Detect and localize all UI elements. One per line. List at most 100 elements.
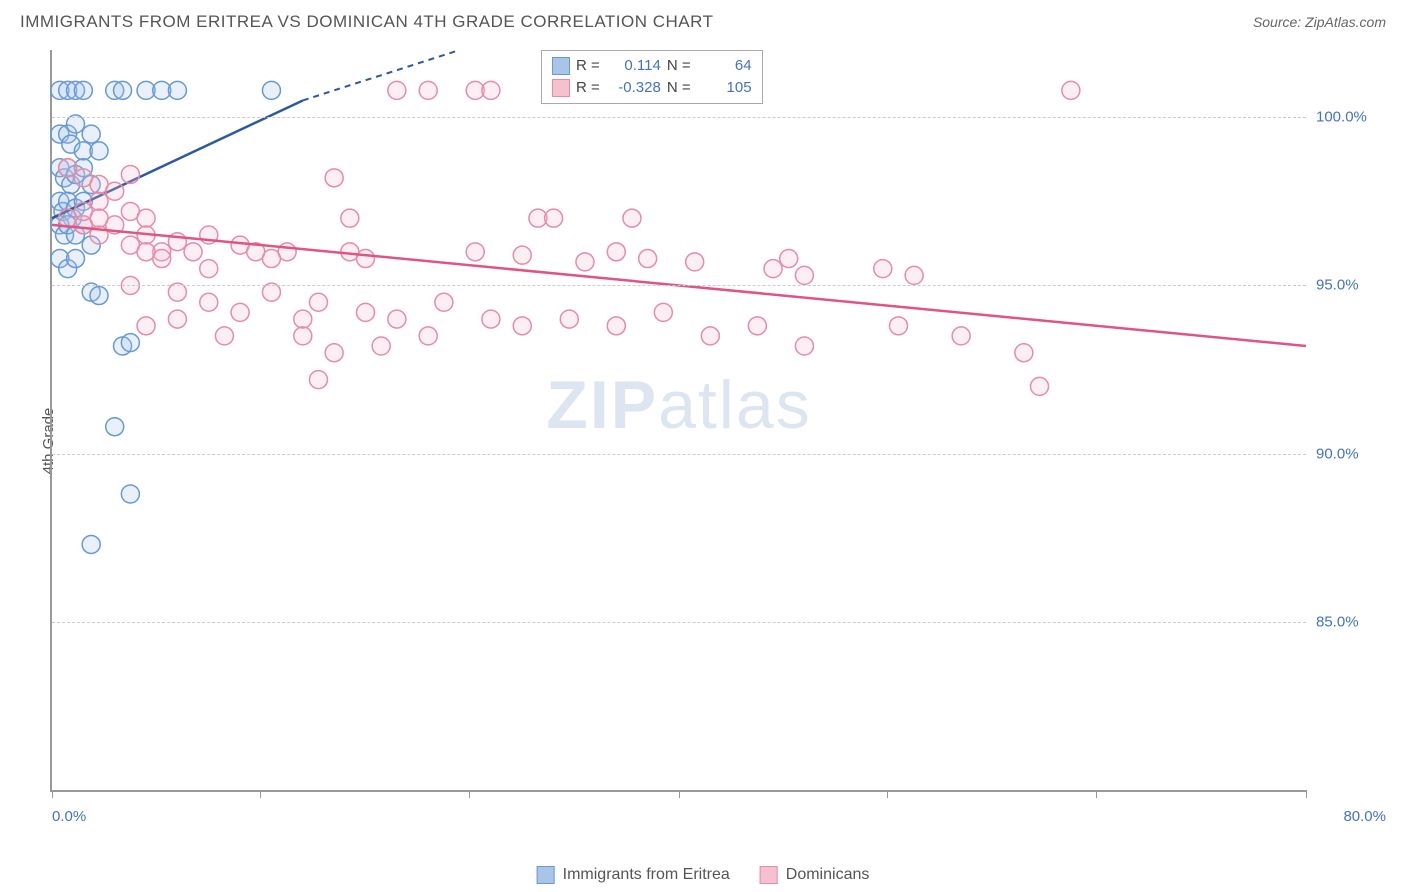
scatter-point <box>701 327 719 345</box>
scatter-point <box>576 253 594 271</box>
scatter-point <box>889 317 907 335</box>
scatter-point <box>388 310 406 328</box>
chart-container: 4th Grade ZIPatlas R = 0.114 N = 64 R = … <box>50 50 1386 832</box>
legend-item-1: Dominicans <box>760 866 870 884</box>
legend-n-label-1: N = <box>667 77 691 99</box>
scatter-point <box>74 81 92 99</box>
legend-n-label-0: N = <box>667 55 691 77</box>
gridline-h <box>52 117 1306 118</box>
x-axis-labels: 0.0% 80.0% <box>52 808 1306 828</box>
scatter-point <box>435 293 453 311</box>
scatter-point <box>121 485 139 503</box>
x-tick <box>887 790 888 798</box>
source-label: Source: <box>1253 14 1301 30</box>
scatter-point <box>294 327 312 345</box>
scatter-point <box>419 327 437 345</box>
scatter-point <box>90 287 108 305</box>
scatter-point <box>121 165 139 183</box>
legend-bottom-swatch-0 <box>537 866 555 884</box>
x-tick <box>52 790 53 798</box>
y-tick-label: 85.0% <box>1316 613 1381 630</box>
scatter-point <box>309 371 327 389</box>
scatter-point <box>795 337 813 355</box>
scatter-point <box>114 81 132 99</box>
scatter-point <box>874 260 892 278</box>
scatter-point <box>513 317 531 335</box>
legend-r-val-1: -0.328 <box>606 77 661 99</box>
scatter-point <box>262 81 280 99</box>
x-tick <box>1096 790 1097 798</box>
scatter-point <box>686 253 704 271</box>
scatter-point <box>905 266 923 284</box>
scatter-point <box>82 125 100 143</box>
scatter-point <box>59 159 77 177</box>
scatter-point <box>1062 81 1080 99</box>
x-tick <box>1306 790 1307 798</box>
legend-row-1: R = -0.328 N = 105 <box>552 77 752 99</box>
legend-swatch-0 <box>552 57 570 75</box>
y-tick-label: 90.0% <box>1316 445 1381 462</box>
series-legend: Immigrants from Eritrea Dominicans <box>537 866 870 884</box>
x-tick <box>469 790 470 798</box>
scatter-point <box>1031 377 1049 395</box>
gridline-h <box>52 454 1306 455</box>
scatter-point <box>607 243 625 261</box>
legend-bottom-label-1: Dominicans <box>786 866 870 884</box>
scatter-point <box>137 209 155 227</box>
scatter-point <box>357 250 375 268</box>
legend-r-label-1: R = <box>576 77 600 99</box>
scatter-point <box>168 81 186 99</box>
legend-n-val-0: 64 <box>697 55 752 77</box>
legend-r-label-0: R = <box>576 55 600 77</box>
scatter-point <box>482 81 500 99</box>
legend-row-0: R = 0.114 N = 64 <box>552 55 752 77</box>
scatter-point <box>482 310 500 328</box>
legend-bottom-swatch-1 <box>760 866 778 884</box>
legend-item-0: Immigrants from Eritrea <box>537 866 730 884</box>
chart-title: IMMIGRANTS FROM ERITREA VS DOMINICAN 4TH… <box>20 12 713 32</box>
scatter-point <box>106 418 124 436</box>
gridline-h <box>52 622 1306 623</box>
scatter-point <box>1015 344 1033 362</box>
scatter-point <box>419 81 437 99</box>
scatter-point <box>952 327 970 345</box>
scatter-point <box>90 192 108 210</box>
scatter-point <box>545 209 563 227</box>
scatter-point <box>106 182 124 200</box>
scatter-point <box>513 246 531 264</box>
x-tick <box>679 790 680 798</box>
scatter-point <box>341 209 359 227</box>
x-label-min: 0.0% <box>52 808 86 825</box>
y-tick-label: 95.0% <box>1316 277 1381 294</box>
scatter-point <box>231 303 249 321</box>
scatter-point <box>137 317 155 335</box>
scatter-point <box>795 266 813 284</box>
y-tick-label: 100.0% <box>1316 109 1381 126</box>
scatter-point <box>200 260 218 278</box>
scatter-point <box>67 250 85 268</box>
scatter-point <box>357 303 375 321</box>
scatter-point <box>278 243 296 261</box>
plot-area: ZIPatlas R = 0.114 N = 64 R = -0.328 N =… <box>50 50 1306 792</box>
source-credit: Source: ZipAtlas.com <box>1253 14 1386 30</box>
legend-bottom-label-0: Immigrants from Eritrea <box>563 866 730 884</box>
scatter-point <box>294 310 312 328</box>
scatter-point <box>623 209 641 227</box>
legend-n-val-1: 105 <box>697 77 752 99</box>
scatter-point <box>748 317 766 335</box>
scatter-point <box>215 327 233 345</box>
scatter-point <box>325 169 343 187</box>
legend-swatch-1 <box>552 79 570 97</box>
scatter-point <box>372 337 390 355</box>
scatter-point <box>654 303 672 321</box>
scatter-point <box>764 260 782 278</box>
chart-header: IMMIGRANTS FROM ERITREA VS DOMINICAN 4TH… <box>0 0 1406 40</box>
scatter-point <box>309 293 327 311</box>
x-label-max: 80.0% <box>1343 808 1386 825</box>
x-tick <box>260 790 261 798</box>
scatter-point <box>168 310 186 328</box>
scatter-point <box>325 344 343 362</box>
scatter-point <box>153 250 171 268</box>
scatter-point <box>90 209 108 227</box>
scatter-point <box>560 310 578 328</box>
